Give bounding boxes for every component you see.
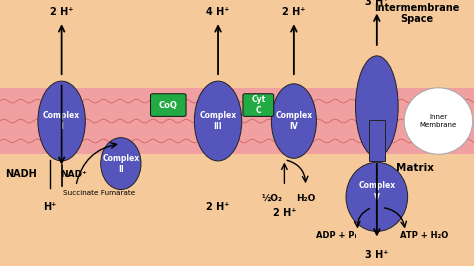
Text: 4 H⁺: 4 H⁺	[206, 7, 230, 17]
Text: Complex
V: Complex V	[358, 181, 395, 202]
Text: NADH: NADH	[6, 169, 37, 179]
FancyBboxPatch shape	[151, 94, 186, 117]
Ellipse shape	[404, 88, 473, 154]
FancyBboxPatch shape	[0, 88, 474, 154]
Text: Complex
IV: Complex IV	[275, 111, 312, 131]
FancyBboxPatch shape	[243, 94, 274, 117]
Ellipse shape	[356, 56, 398, 157]
Text: CoQ: CoQ	[159, 101, 178, 110]
Text: H⁺: H⁺	[43, 202, 56, 213]
Bar	[369, 120, 385, 161]
Text: H₂O: H₂O	[296, 194, 315, 203]
Text: 3 H⁺: 3 H⁺	[365, 0, 389, 7]
Text: Succinate Fumarate: Succinate Fumarate	[64, 190, 136, 196]
Ellipse shape	[346, 162, 408, 231]
Text: 2 H⁺: 2 H⁺	[273, 208, 296, 218]
Text: Complex
III: Complex III	[200, 111, 237, 131]
Text: Complex
I: Complex I	[43, 111, 80, 131]
Text: Inner
Membrane: Inner Membrane	[420, 114, 457, 128]
Text: ADP + Pᵢ: ADP + Pᵢ	[316, 231, 357, 240]
Text: 2 H⁺: 2 H⁺	[282, 7, 306, 17]
Text: 2 H⁺: 2 H⁺	[206, 202, 230, 213]
Ellipse shape	[271, 84, 316, 158]
Text: Complex
II: Complex II	[102, 153, 139, 174]
Text: NAD⁺: NAD⁺	[60, 170, 87, 179]
Text: ATP + H₂O: ATP + H₂O	[400, 231, 448, 240]
Text: Intermembrane
Space: Intermembrane Space	[374, 3, 460, 24]
Ellipse shape	[194, 81, 242, 161]
Ellipse shape	[100, 138, 141, 189]
Text: 2 H⁺: 2 H⁺	[50, 7, 73, 17]
Ellipse shape	[38, 81, 85, 161]
Text: ½O₂: ½O₂	[262, 194, 283, 203]
Text: 3 H⁺: 3 H⁺	[365, 250, 389, 260]
Text: Matrix: Matrix	[396, 163, 434, 173]
Text: Cyt
C: Cyt C	[251, 95, 265, 115]
